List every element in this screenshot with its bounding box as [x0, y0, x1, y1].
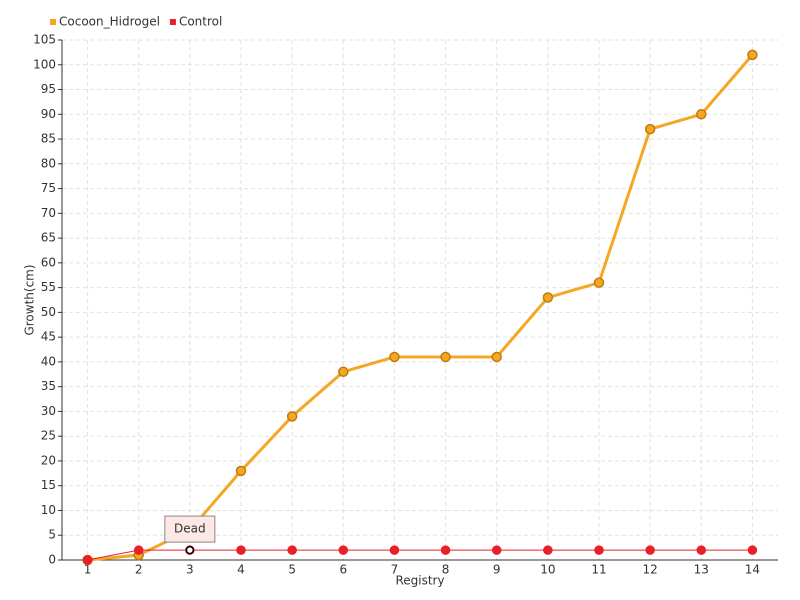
- data-point: [594, 545, 604, 555]
- y-tick-label: 75: [41, 181, 56, 195]
- y-tick-label: 35: [41, 379, 56, 393]
- x-tick-label: 4: [237, 563, 245, 577]
- data-point: [440, 545, 451, 555]
- x-tick-label: 1: [84, 563, 92, 577]
- y-tick-label: 95: [41, 82, 56, 96]
- data-point: [389, 351, 400, 363]
- y-tick-label: 25: [41, 429, 56, 443]
- y-tick-label: 30: [41, 404, 56, 418]
- data-point: [287, 545, 297, 555]
- legend-label: Control: [179, 15, 222, 29]
- x-tick-label: 10: [540, 563, 555, 577]
- legend-swatch: [50, 19, 56, 25]
- x-axis-label: Registry: [395, 574, 444, 588]
- y-tick-label: 90: [41, 107, 56, 121]
- data-point: [338, 545, 349, 555]
- data-point: [389, 545, 400, 555]
- data-point: [491, 545, 502, 555]
- x-tick-label: 11: [591, 563, 606, 577]
- x-tick-label: 3: [186, 563, 194, 577]
- y-tick-label: 55: [41, 280, 56, 294]
- data-point: [542, 292, 554, 303]
- x-tick-label: 14: [745, 563, 760, 577]
- data-point: [338, 366, 349, 378]
- series-line: [87, 549, 753, 561]
- data-point: [133, 545, 144, 555]
- y-tick-label: 60: [41, 255, 56, 269]
- data-point: [440, 351, 451, 363]
- data-point: [747, 49, 758, 61]
- y-tick-label: 80: [41, 156, 56, 170]
- data-point: [747, 545, 758, 555]
- x-tick-label: 13: [694, 563, 709, 577]
- x-tick-label: 7: [391, 563, 399, 577]
- data-point: [236, 545, 246, 555]
- data-point: [644, 123, 656, 135]
- data-point: [645, 545, 655, 555]
- y-tick-label: 45: [41, 330, 56, 344]
- y-tick-label: 20: [41, 453, 56, 467]
- data-point: [82, 555, 93, 565]
- y-tick-label: 70: [41, 206, 56, 220]
- legend-swatch: [169, 19, 176, 25]
- y-tick-label: 85: [41, 132, 56, 146]
- y-tick-label: 15: [41, 478, 56, 492]
- y-tick-label: 105: [33, 33, 56, 47]
- data-point: [593, 277, 605, 288]
- x-tick-label: 12: [643, 563, 658, 577]
- annotation-box: [164, 515, 216, 543]
- y-tick-label: 10: [41, 503, 56, 517]
- legend-label: Cocoon_Hidrogel: [59, 15, 160, 29]
- x-tick-label: 5: [288, 563, 296, 577]
- data-point: [235, 465, 247, 477]
- y-tick-label: 65: [41, 231, 56, 245]
- y-tick-label: 5: [48, 528, 56, 542]
- data-point: [286, 411, 298, 422]
- y-tick-label: 50: [41, 305, 56, 319]
- y-axis-label: Growth(cm): [23, 264, 37, 335]
- x-tick-label: 6: [339, 563, 347, 577]
- data-point: [696, 109, 707, 120]
- data-point: [543, 545, 553, 555]
- x-tick-label: 2: [135, 563, 143, 577]
- x-tick-label: 8: [442, 563, 450, 577]
- annotation-text: Dead: [174, 522, 206, 536]
- x-tick-label: 9: [493, 563, 501, 577]
- data-point: [491, 351, 502, 363]
- data-point: [696, 545, 707, 555]
- annotation-point: [185, 545, 195, 555]
- y-tick-label: 40: [41, 354, 56, 368]
- y-tick-label: 100: [33, 57, 56, 71]
- y-tick-label: 0: [48, 553, 56, 567]
